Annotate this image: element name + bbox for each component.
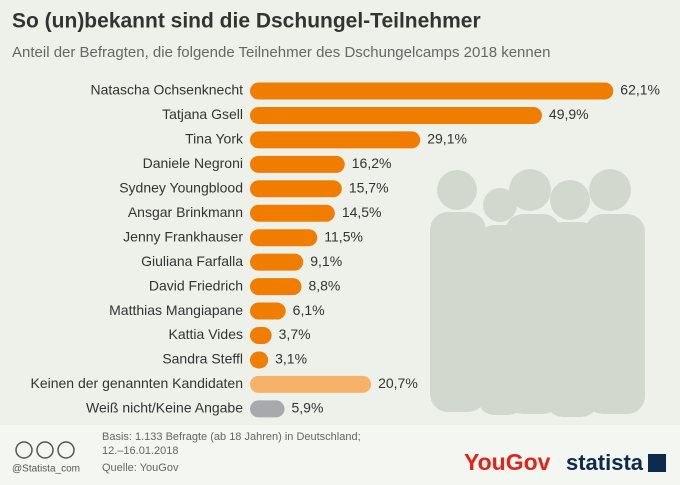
category-label: Daniele Negroni (143, 155, 243, 171)
category-label: Kattia Vides (169, 326, 243, 342)
category-label: Natascha Ochsenknecht (90, 82, 243, 98)
bar (250, 131, 421, 149)
value-label: 49,9% (549, 106, 589, 122)
category-label: Matthias Mangiapane (109, 302, 243, 318)
value-label: 3,1% (275, 351, 307, 367)
category-label: Sydney Youngblood (119, 180, 243, 196)
bar (250, 302, 286, 320)
value-label: 5,9% (292, 400, 324, 416)
chart-title: So (un)bekannt sind die Dschungel-Teilne… (12, 10, 481, 33)
silhouettes (430, 169, 645, 417)
source: Quelle: YouGov (102, 462, 179, 474)
license-icons (15, 441, 75, 459)
category-label: Giuliana Farfalla (141, 253, 243, 269)
bar (250, 106, 542, 124)
brand-icon (648, 454, 666, 472)
value-label: 16,2% (352, 155, 392, 171)
credit: @Statista_com (12, 464, 80, 475)
value-label: 20,7% (378, 375, 418, 391)
bar (250, 204, 335, 222)
bar (250, 327, 272, 344)
bar (250, 155, 345, 173)
category-label: Ansgar Brinkmann (128, 204, 243, 220)
category-label: David Friedrich (149, 277, 243, 293)
category-label: Sandra Steffl (162, 351, 243, 367)
value-label: 29,1% (427, 131, 467, 147)
brand-logo: statista (566, 450, 644, 475)
value-label: 15,7% (349, 180, 389, 196)
category-label: Keinen der genannten Kandidaten (30, 375, 243, 391)
bar (250, 253, 304, 271)
category-label: Weiß nicht/Keine Angabe (86, 400, 243, 416)
footer-band (0, 425, 680, 485)
value-label: 9,1% (310, 253, 342, 269)
brand-logo: YouGov (464, 449, 551, 475)
bar (250, 82, 614, 100)
bar (250, 278, 302, 296)
bar (250, 229, 318, 247)
footnote: Basis: 1.133 Befragte (ab 18 Jahren) in … (102, 431, 361, 443)
bar (250, 351, 269, 369)
category-label: Tina York (185, 131, 244, 147)
category-label: Tatjana Gsell (162, 106, 243, 122)
bar (250, 400, 285, 418)
value-label: 8,8% (308, 277, 340, 293)
value-label: 3,7% (279, 326, 311, 342)
bar (250, 180, 342, 198)
chart-subtitle: Anteil der Befragten, die folgende Teiln… (12, 44, 550, 61)
category-label: Jenny Frankhauser (123, 228, 243, 244)
value-label: 62,1% (620, 82, 660, 98)
value-label: 14,5% (342, 204, 382, 220)
footnote: 12.–16.01.2018 (102, 445, 178, 457)
bar (250, 375, 372, 393)
value-label: 6,1% (293, 302, 325, 318)
value-label: 11,5% (324, 228, 363, 244)
